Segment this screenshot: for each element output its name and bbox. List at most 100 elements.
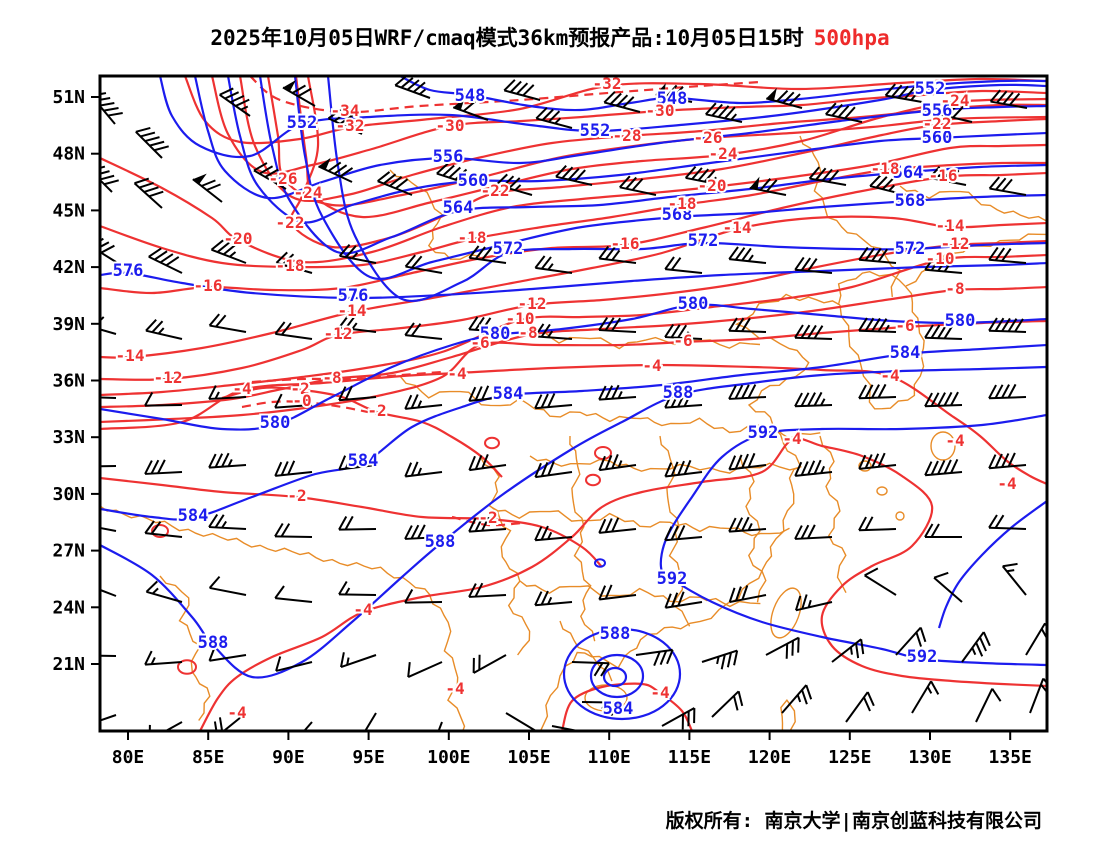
- wind-barb: [338, 314, 377, 333]
- barb-full: [720, 654, 726, 670]
- coastline-myanmar-border: [429, 595, 466, 730]
- barb-staff: [536, 117, 573, 129]
- barb-full: [988, 454, 997, 469]
- barb-full: [866, 691, 875, 707]
- barb-full: [275, 251, 288, 264]
- barb-full: [677, 591, 685, 607]
- wind-barb: [571, 661, 610, 677]
- barb-full: [1040, 628, 1046, 639]
- barb-half: [417, 400, 423, 408]
- wind-barb: [534, 393, 573, 410]
- barb-staff: [729, 594, 767, 604]
- wind-barb: [884, 83, 923, 103]
- barb-half: [849, 647, 853, 655]
- wind-barb: [338, 515, 377, 531]
- barb-full: [275, 175, 290, 185]
- barb-full: [468, 455, 476, 471]
- barb-flag: [453, 97, 465, 111]
- barb-full: [468, 386, 477, 402]
- barb-full: [625, 176, 637, 190]
- barb-full: [724, 106, 736, 120]
- barb-full: [930, 324, 941, 339]
- wind-barb: [350, 712, 377, 745]
- contour-label--28: -28: [613, 126, 642, 145]
- barb-full: [345, 117, 360, 128]
- wind-barbs: [101, 77, 1046, 745]
- barb-full: [994, 247, 1006, 261]
- barb-staff: [869, 185, 907, 196]
- barb-full: [943, 391, 953, 407]
- barb-full: [864, 317, 875, 332]
- barb-staff: [101, 251, 117, 263]
- barb-full: [604, 518, 613, 533]
- barb-full: [785, 643, 789, 659]
- barb-staff: [885, 94, 923, 103]
- contour-label--6: -6: [673, 331, 692, 350]
- barb-full: [1014, 318, 1024, 333]
- y-axis-label: 42N: [52, 257, 85, 278]
- wind-barb: [534, 525, 573, 542]
- wind-barb: [208, 452, 247, 469]
- barb-full: [697, 168, 710, 182]
- barb-full: [101, 170, 110, 175]
- barb-full: [474, 454, 483, 470]
- barb-full: [864, 384, 874, 399]
- barb-staff: [989, 187, 1027, 196]
- barb-staff: [895, 626, 922, 656]
- wind-barb: [765, 636, 800, 659]
- x-axis-label: 95E: [352, 747, 385, 768]
- wind-barb: [404, 461, 443, 478]
- barb-full: [930, 392, 940, 407]
- barb-full: [540, 323, 551, 338]
- barb-full: [735, 586, 742, 602]
- barb-full: [508, 177, 521, 190]
- wind-barb: [975, 688, 1002, 723]
- barb-full: [996, 90, 1008, 104]
- barb-full: [1001, 384, 1010, 399]
- barb-full: [534, 591, 543, 606]
- barb-full: [410, 323, 422, 337]
- barb-full: [797, 637, 800, 653]
- barb-staff: [859, 464, 897, 470]
- barb-full: [915, 632, 922, 647]
- barb-full: [670, 393, 680, 408]
- barb-full: [734, 517, 744, 532]
- barb-full: [611, 247, 623, 261]
- coastline-himalaya-border: [101, 505, 431, 596]
- barb-full: [989, 89, 1001, 103]
- barb-full: [726, 652, 732, 668]
- barb-full: [728, 385, 737, 400]
- contour-label--34: -34: [331, 101, 360, 120]
- barb-full: [794, 525, 803, 540]
- wind-barb: [661, 707, 696, 730]
- barb-staff: [135, 131, 163, 159]
- contour-label--12: -12: [324, 324, 353, 343]
- barb-staff: [469, 328, 507, 333]
- wind-barb: [728, 585, 767, 604]
- wind-barb: [144, 520, 183, 538]
- barb-flag: [749, 176, 760, 190]
- barb-half: [514, 184, 522, 191]
- barb-staff: [728, 396, 767, 400]
- wind-barb: [988, 383, 1027, 400]
- barb-full: [919, 627, 927, 643]
- contour-label--4: -4: [880, 366, 899, 385]
- barb-full: [344, 385, 353, 401]
- barb-staff: [571, 661, 610, 665]
- barb-staff: [845, 691, 869, 723]
- barb-full: [937, 392, 946, 407]
- barb-full: [864, 454, 873, 469]
- barb-full: [1042, 677, 1046, 684]
- barb-full: [540, 525, 549, 541]
- barb-full: [776, 89, 789, 102]
- wind-barb: [705, 102, 743, 123]
- barb-full: [481, 516, 490, 532]
- barb-staff: [468, 594, 507, 598]
- barb-full: [677, 525, 686, 540]
- wind-barb: [101, 92, 123, 125]
- contour-label-584: 584: [603, 699, 634, 719]
- barb-staff: [619, 186, 657, 196]
- barb-full: [350, 732, 357, 745]
- barb-staff: [405, 334, 443, 340]
- wind-barb: [534, 323, 573, 340]
